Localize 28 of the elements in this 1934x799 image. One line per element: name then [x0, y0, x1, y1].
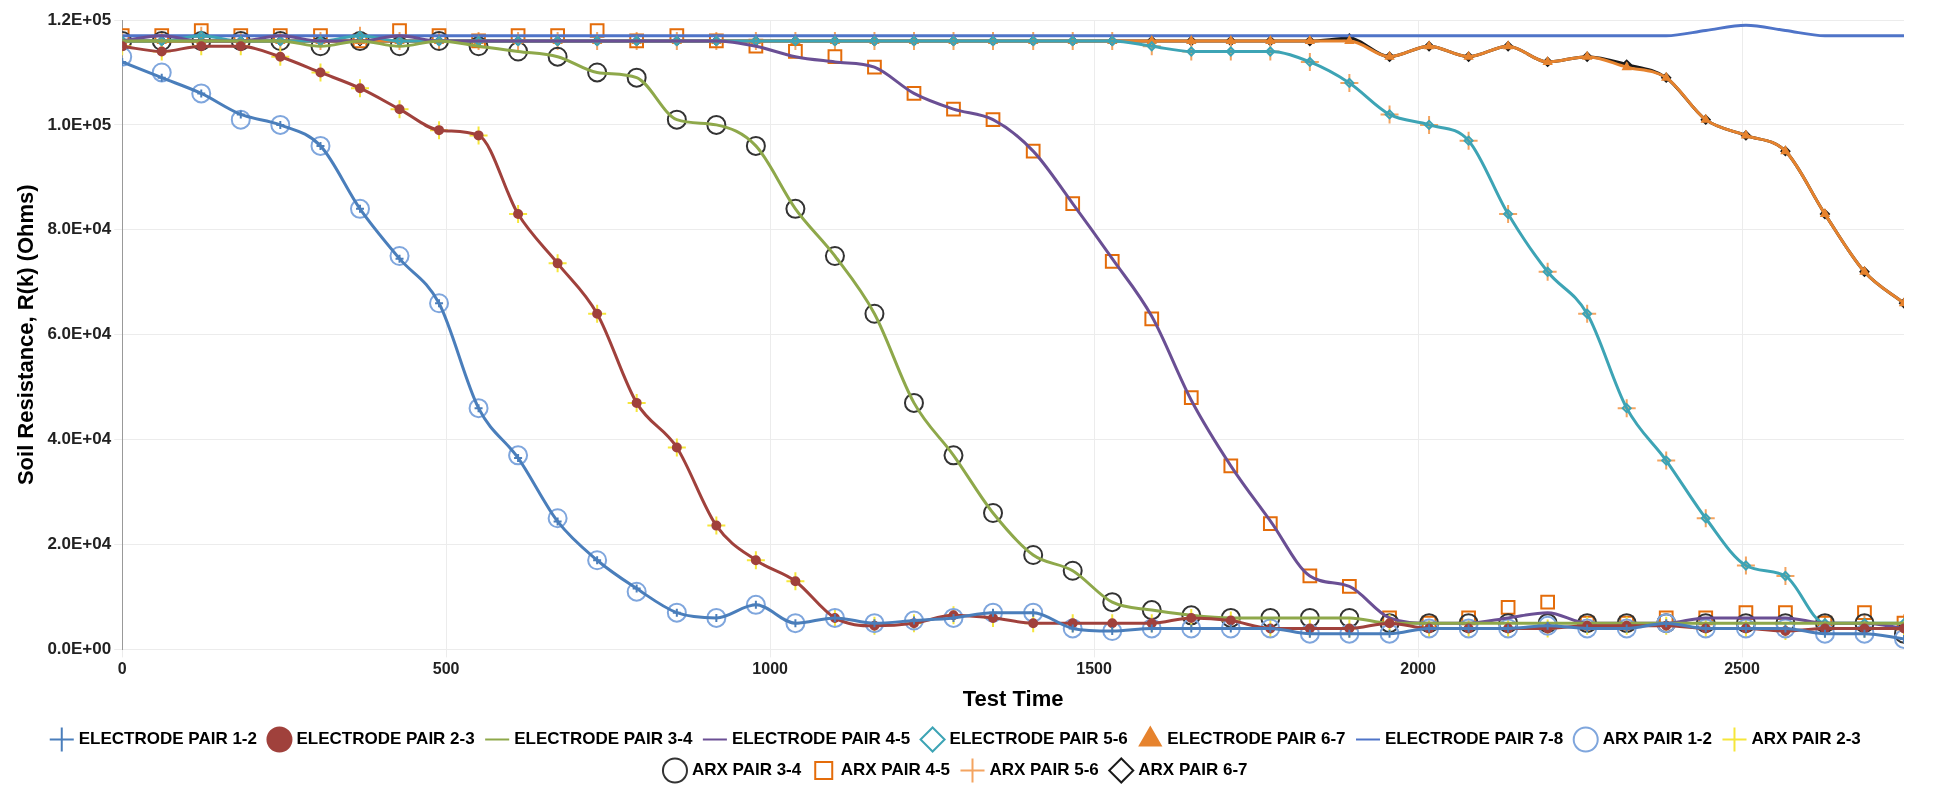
y-tick-label: 4.0E+04: [47, 429, 112, 449]
legend-label: ELECTRODE PAIR 4-5: [731, 729, 911, 749]
y-tick-label: 8.0E+04: [47, 219, 112, 239]
legend-label: ARX PAIR 5-6: [989, 760, 1099, 780]
legend-label: ARX PAIR 6-7: [1138, 760, 1248, 780]
legend-label: ELECTRODE PAIR 1-2: [78, 729, 257, 749]
x-tick-label: 500: [432, 660, 460, 678]
legend-label: ARX PAIR 1-2: [1602, 729, 1712, 749]
x-tick-label: 0: [117, 660, 127, 678]
legend-label: ARX PAIR 3-4: [691, 760, 802, 780]
legend-label: ELECTRODE PAIR 5-6: [949, 729, 1128, 749]
y-tick-label: 2.0E+04: [47, 534, 112, 554]
y-axis-title: Soil Resistance, R(k) (Ohms): [13, 184, 39, 486]
legend-label: ARX PAIR 4-5: [840, 760, 950, 780]
y-tick-label: 0.0E+00: [47, 639, 112, 659]
x-tick-label: 2500: [1724, 660, 1760, 678]
legend-label: ELECTRODE PAIR 6-7: [1167, 729, 1346, 749]
x-axis-title: Test Time: [962, 685, 1064, 711]
legend-label: ELECTRODE PAIR 7-8: [1385, 729, 1564, 749]
legend-label: ELECTRODE PAIR 2-3: [296, 729, 475, 749]
y-tick-label: 1.2E+05: [47, 9, 112, 29]
y-tick-label: 6.0E+04: [47, 324, 112, 344]
legend-label: ELECTRODE PAIR 3-4: [514, 729, 693, 749]
x-tick-label: 2000: [1400, 660, 1436, 678]
x-tick-label: 1000: [752, 660, 789, 678]
y-tick-label: 1.0E+05: [47, 114, 112, 134]
x-tick-label: 1500: [1076, 660, 1112, 678]
legend-label: ARX PAIR 2-3: [1751, 729, 1861, 749]
